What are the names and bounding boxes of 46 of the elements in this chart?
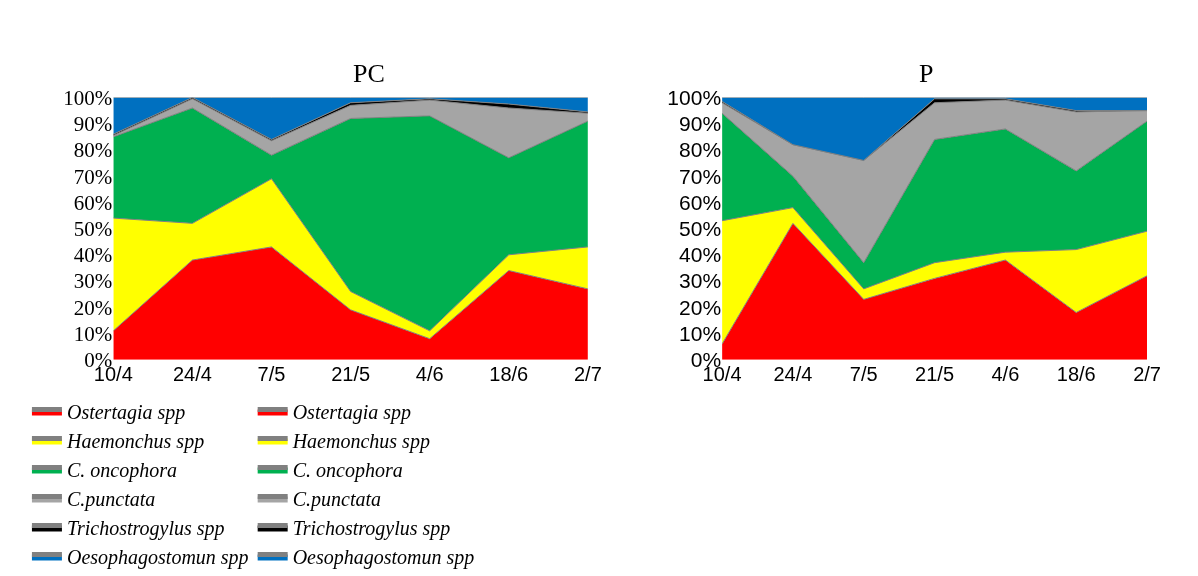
y-tick-label: 50% — [679, 216, 722, 240]
legend-label: Haemonchus spp — [65, 430, 205, 454]
y-tick-label: 30% — [679, 269, 722, 293]
legend-label: Trichostrogylus spp — [292, 517, 451, 541]
legend-label: Ostertagia spp — [66, 401, 186, 425]
legend-label: Oesophagostomun spp — [292, 546, 475, 570]
y-tick-label: 60% — [73, 190, 113, 215]
x-tick-label: 24/4 — [172, 362, 212, 385]
y-tick-label: 40% — [679, 243, 722, 267]
legend-label: C. oncophora — [292, 459, 403, 483]
y-tick-label: 90% — [679, 112, 722, 136]
y-tick-label: 70% — [679, 164, 722, 188]
x-tick-label: 21/5 — [331, 362, 371, 385]
chart-title: PC — [353, 59, 385, 88]
y-tick-label: 80% — [679, 138, 722, 162]
x-tick-label: 4/6 — [991, 362, 1020, 385]
y-tick-label: 50% — [73, 216, 113, 241]
legend-label: Trichostrogylus spp — [66, 517, 225, 541]
y-tick-label: 70% — [73, 164, 113, 189]
x-tick-label: 7/5 — [849, 362, 878, 385]
y-tick-label: 80% — [73, 138, 113, 163]
legend-label: Oesophagostomun spp — [66, 546, 249, 570]
y-tick-label: 60% — [679, 190, 722, 214]
y-tick-label: 100% — [667, 85, 722, 109]
legend-label: C.punctata — [66, 488, 156, 512]
y-tick-label: 30% — [73, 269, 113, 294]
x-tick-label: 7/5 — [257, 362, 286, 385]
y-tick-label: 90% — [73, 112, 113, 137]
y-tick-label: 20% — [73, 295, 113, 320]
y-tick-label: 40% — [73, 243, 113, 268]
y-tick-label: 100% — [63, 85, 113, 110]
y-tick-label: 10% — [73, 321, 113, 346]
y-tick-label: 10% — [679, 321, 722, 345]
x-tick-label: 18/6 — [489, 362, 529, 385]
y-tick-label: 20% — [679, 295, 722, 319]
x-tick-label: 21/5 — [915, 362, 955, 385]
x-tick-label: 2/7 — [573, 362, 602, 385]
x-tick-label: 4/6 — [415, 362, 444, 385]
legend-label: C.punctata — [292, 488, 382, 512]
legend-label: Haemonchus spp — [291, 430, 430, 454]
x-tick-label: 18/6 — [1056, 362, 1096, 385]
chart-title: P — [919, 59, 934, 88]
x-tick-label: 2/7 — [1133, 362, 1161, 385]
legend-label: C. oncophora — [66, 459, 177, 483]
legend-label: Ostertagia spp — [292, 401, 412, 425]
x-tick-label: 24/4 — [773, 362, 813, 385]
